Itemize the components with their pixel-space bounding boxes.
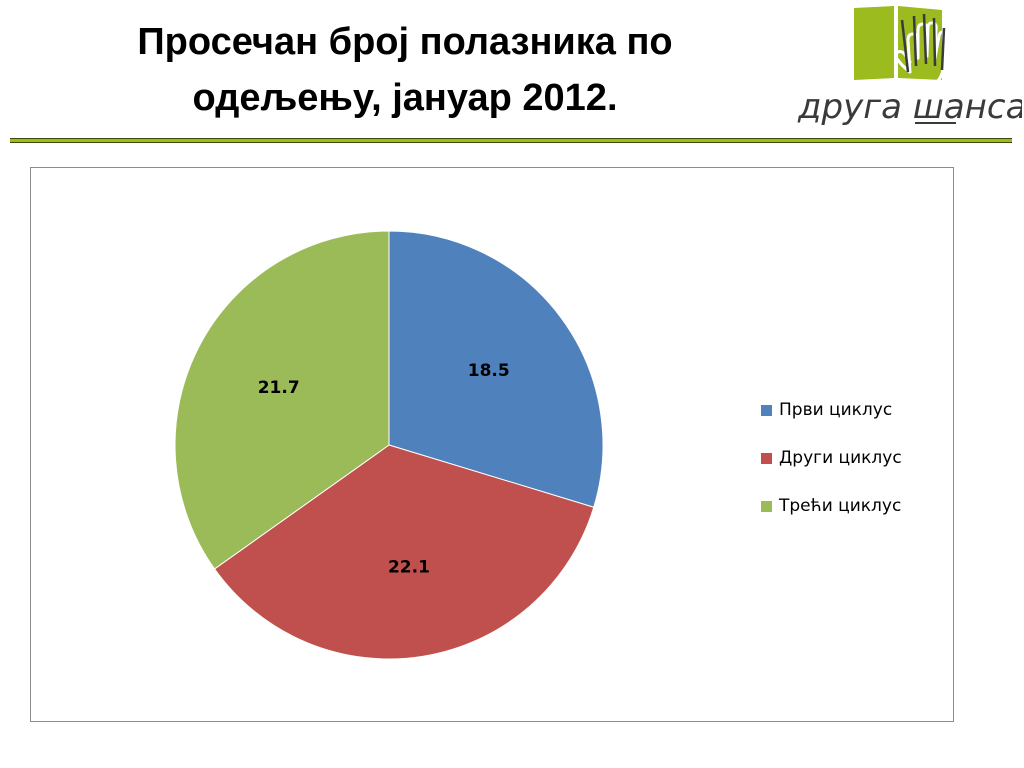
pie-data-label-1: 18.5 [468,361,510,381]
pie-data-label-3: 21.7 [258,378,300,398]
logo-graphic: друга шанса [797,6,1024,127]
pie-data-labels: 18.5 22.1 21.7 [258,361,510,577]
pie-slice-1 [388,230,604,508]
pie-slice-3 [174,230,390,570]
slide-title: Просечан број полазника по одељењу, јану… [40,14,770,126]
legend-item-2: Други циклус [761,434,951,482]
pie-chart: 18.5 22.1 21.7 [174,230,604,660]
legend-swatch-1 [761,404,772,416]
hand-icon [894,21,949,88]
legend-swatch-3 [761,500,772,512]
slide-title-line-1: Просечан број полазника по [137,21,673,63]
chart-area: 18.5 22.1 21.7 Први циклус Други циклус Трећ… [30,167,954,722]
pie-data-label-2: 22.1 [388,558,430,578]
header-divider [10,138,1012,143]
legend-label-2: Други циклус [779,448,902,468]
legend-label-3: Трећи циклус [779,496,902,516]
chart-legend: Први циклус Други циклус Трећи циклус [761,386,951,530]
logo-text: друга шанса [797,87,1022,127]
druga-sansa-logo: друга шанса [790,0,1024,132]
book-icon [854,6,942,80]
legend-swatch-2 [761,452,772,464]
legend-item-3: Трећи циклус [761,482,951,530]
pie-slices [174,230,604,660]
legend-label-1: Први циклус [779,400,893,420]
slide-title-line-2: одељењу, јануар 2012. [192,77,618,119]
pie-slice-2 [213,444,595,660]
legend-item-1: Први циклус [761,386,951,434]
